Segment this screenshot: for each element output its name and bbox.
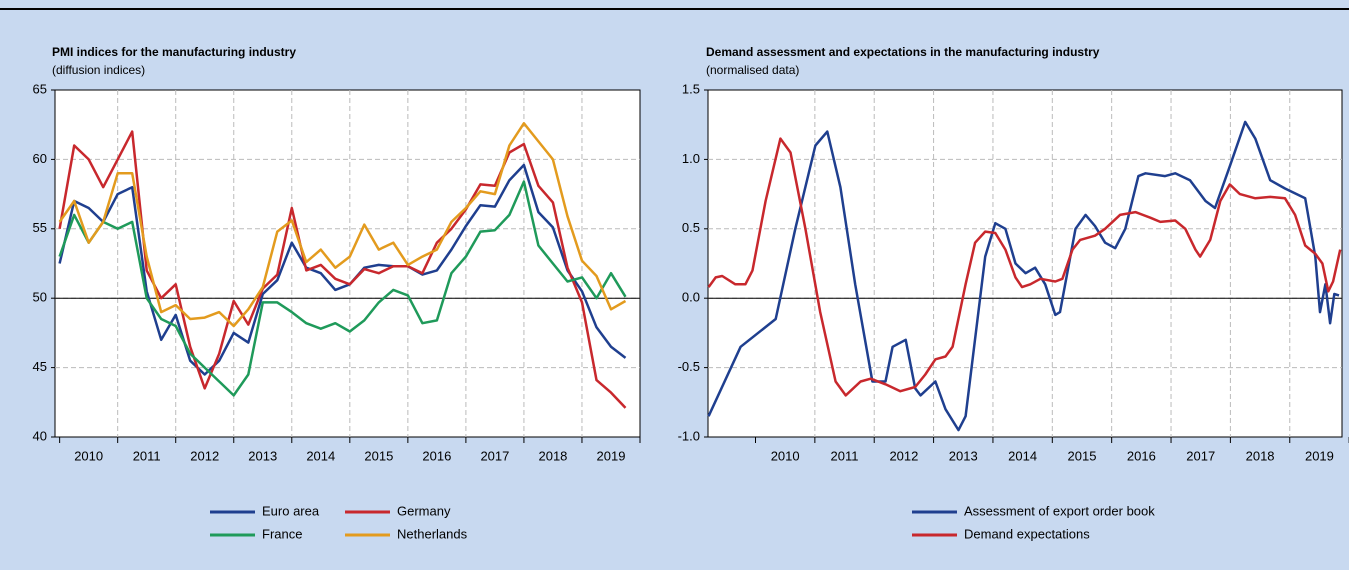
y-tick-label: -0.5 bbox=[678, 359, 700, 374]
x-tick-label: 2017 bbox=[480, 448, 509, 463]
y-tick-label: 40 bbox=[33, 428, 47, 443]
x-tick-label: 2019 bbox=[1305, 448, 1334, 463]
y-tick-label: 65 bbox=[33, 81, 47, 96]
y-tick-label: 45 bbox=[33, 359, 47, 374]
y-tick-label: 1.0 bbox=[682, 151, 700, 166]
y-tick-label: 60 bbox=[33, 151, 47, 166]
x-tick-label: 2014 bbox=[1008, 448, 1037, 463]
y-tick-label: 50 bbox=[33, 290, 47, 305]
x-tick-label: 2019 bbox=[597, 448, 626, 463]
series-line bbox=[58, 163, 627, 376]
x-tick-label: 2016 bbox=[422, 448, 451, 463]
chart-subtitle: (diffusion indices) bbox=[52, 63, 145, 77]
chart-title: Demand assessment and expectations in th… bbox=[706, 45, 1100, 59]
chart-title: PMI indices for the manufacturing indust… bbox=[52, 45, 296, 59]
x-tick-label: 2016 bbox=[1127, 448, 1156, 463]
x-tick-label: 2010 bbox=[74, 448, 103, 463]
x-tick-label: 2012 bbox=[190, 448, 219, 463]
x-tick-label: 2013 bbox=[949, 448, 978, 463]
x-tick-label: 2014 bbox=[306, 448, 335, 463]
plot-area bbox=[707, 89, 1343, 438]
x-tick-label: 2012 bbox=[889, 448, 918, 463]
series-line bbox=[58, 122, 627, 328]
y-tick-label: 0.5 bbox=[682, 220, 700, 235]
legend-label: France bbox=[262, 526, 302, 541]
y-tick-label: 1.5 bbox=[682, 81, 700, 96]
x-tick-label: 2018 bbox=[538, 448, 567, 463]
x-tick-label: 2010 bbox=[771, 448, 800, 463]
legend-label: Demand expectations bbox=[964, 526, 1090, 541]
series-line bbox=[58, 180, 627, 397]
legend-label: Netherlands bbox=[397, 526, 468, 541]
y-tick-label: 55 bbox=[33, 220, 47, 235]
x-tick-label: 2013 bbox=[248, 448, 277, 463]
x-tick-label: 2018 bbox=[1246, 448, 1275, 463]
x-tick-label: 2017 bbox=[1186, 448, 1215, 463]
chart-subtitle: (normalised data) bbox=[706, 63, 799, 77]
series-line bbox=[707, 137, 1342, 397]
y-tick-label: -1.0 bbox=[678, 428, 700, 443]
x-tick-label: 2015 bbox=[1068, 448, 1097, 463]
legend-label: Euro area bbox=[262, 503, 320, 518]
x-tick-label: 2015 bbox=[364, 448, 393, 463]
x-tick-label: 2011 bbox=[831, 448, 859, 463]
legend-label: Germany bbox=[397, 503, 451, 518]
y-tick-label: 0.0 bbox=[682, 290, 700, 305]
legend-label: Assessment of export order book bbox=[964, 503, 1155, 518]
x-tick-label: 2011 bbox=[133, 448, 161, 463]
